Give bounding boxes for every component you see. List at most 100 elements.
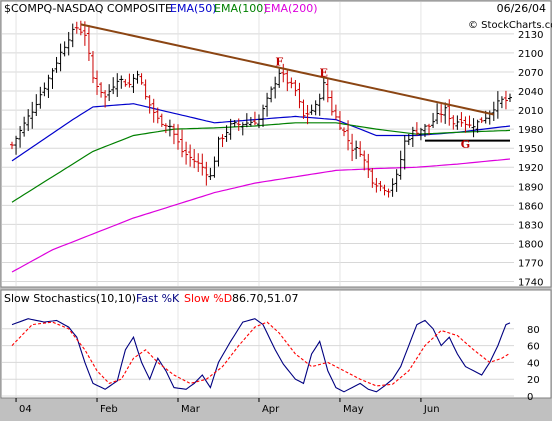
price-bar: [248, 116, 253, 127]
price-bar: [313, 100, 318, 116]
price-bar: [131, 73, 136, 93]
price-bar: [256, 114, 261, 129]
price-bar: [479, 117, 484, 124]
stoch-panel: [0, 289, 552, 399]
price-bar: [42, 82, 47, 97]
price-bar: [188, 144, 193, 167]
price-bar: [382, 184, 387, 196]
price-tick-label: 1830: [518, 220, 543, 231]
price-tick-label: 1980: [518, 125, 543, 136]
stoch-axis: 0 20 40 60 80: [527, 325, 540, 403]
price-bar: [78, 20, 83, 36]
trend-lines: [80, 23, 510, 142]
ema-line-EMA100: [11, 122, 511, 203]
price-bar: [196, 153, 201, 172]
price-bar: [471, 118, 476, 138]
price-bar: [228, 118, 233, 140]
stoch-values: 86.70,51.07: [232, 292, 298, 305]
stoch-title: Slow Stochastics(10,10): [4, 292, 136, 305]
price-bar: [95, 70, 100, 95]
price-bar: [402, 135, 407, 170]
price-bar: [467, 115, 472, 128]
stoch-tick-label: 20: [527, 375, 540, 386]
price-bar: [366, 153, 371, 179]
legend-ema100: EMA(100): [214, 2, 268, 15]
price-bar: [103, 90, 108, 108]
price-bar: [123, 79, 128, 87]
price-bar: [143, 79, 148, 100]
price-bar: [99, 82, 104, 98]
price-bar: [329, 90, 334, 116]
price-bar: [244, 113, 249, 128]
price-panel: [0, 0, 552, 288]
price-bar: [390, 178, 395, 197]
price-bar: [10, 141, 14, 150]
price-bar: [74, 21, 79, 34]
price-bar: [208, 167, 213, 181]
price-bar: [358, 141, 363, 157]
price-bar: [30, 101, 35, 129]
stoch-line-k: [11, 318, 511, 393]
price-bar: [301, 99, 306, 119]
price-bar: [503, 90, 508, 110]
ema-line-EMA50: [11, 103, 511, 162]
x-tick-label: Mar: [181, 404, 201, 415]
price-bar: [176, 124, 180, 150]
x-tick-label: May: [343, 404, 364, 415]
price-bar: [90, 51, 95, 84]
price-bar: [167, 119, 172, 137]
price-bar: [14, 135, 19, 155]
ema-line-EMA200: [11, 158, 511, 273]
annotation-E: E: [320, 66, 328, 79]
stoch-legend-d: Slow %D: [184, 292, 232, 305]
price-bar: [18, 126, 23, 148]
price-bar: [224, 125, 229, 142]
price-bar: [216, 136, 221, 167]
price-bar: [443, 102, 448, 124]
price-bar: [107, 84, 112, 102]
price-bar: [261, 104, 266, 127]
price-tick-label: 1800: [518, 239, 543, 250]
price-bar: [370, 168, 375, 188]
price-bar: [151, 98, 156, 123]
chart-title: $COMPQ-NASDAQ COMPOSITE: [4, 2, 172, 15]
price-bar: [463, 116, 468, 133]
price-tick-label: 2070: [518, 68, 543, 79]
price-bar: [431, 112, 436, 128]
stoch-lines: [11, 318, 511, 393]
price-bar: [386, 188, 391, 198]
price-bar: [277, 68, 282, 88]
price-bar: [163, 123, 168, 134]
price-bar: [171, 123, 176, 145]
price-tick-label: 1920: [518, 163, 543, 174]
price-bar: [418, 127, 423, 141]
annotation-F: F: [275, 56, 283, 69]
price-bar: [285, 70, 290, 92]
price-tick-label: 2040: [518, 87, 543, 98]
price-bar: [155, 107, 160, 124]
x-tick-label: Apr: [262, 404, 280, 415]
ema-lines: [11, 103, 511, 273]
price-bar: [147, 95, 152, 114]
price-bar: [410, 126, 415, 147]
price-bar: [86, 24, 91, 61]
price-bar: [317, 93, 322, 116]
price-bar: [265, 92, 270, 117]
price-bar: [204, 161, 209, 186]
stoch-grid: [2, 291, 514, 397]
price-bar: [54, 56, 59, 73]
price-bar: [406, 133, 411, 146]
price-bar: [394, 169, 399, 192]
price-tick-label: 1890: [518, 182, 543, 193]
stoch-legend-k: Fast %K: [136, 292, 180, 305]
price-bar: [447, 99, 452, 126]
legend-ema200: EMA(200): [264, 2, 318, 15]
price-bar: [378, 180, 383, 192]
price-bar: [475, 119, 480, 133]
price-bar: [50, 68, 55, 89]
price-bar: [70, 23, 75, 48]
annotations: F E G: [275, 56, 470, 152]
price-bar: [350, 133, 355, 162]
price-bar: [435, 103, 440, 125]
